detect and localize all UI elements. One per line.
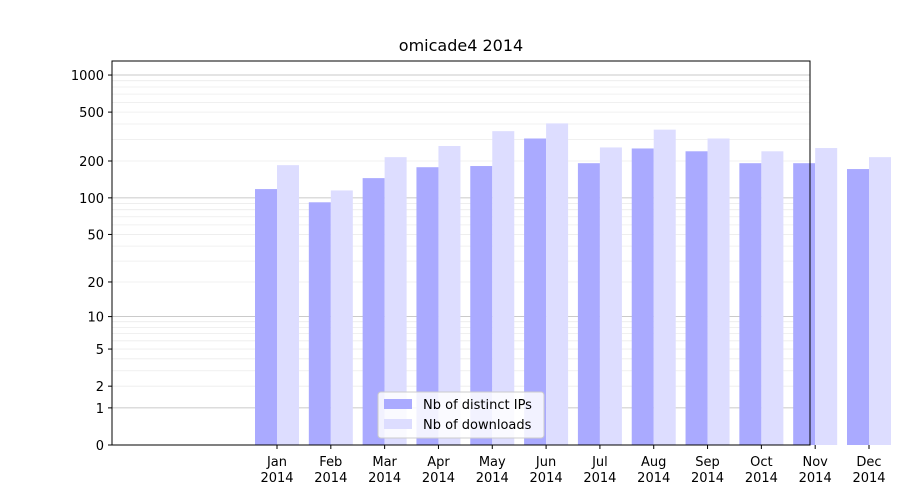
legend-label: Nb of downloads [423, 418, 532, 433]
bar-distinct-ips [847, 169, 869, 446]
x-tick-label-month: Mar [372, 455, 397, 470]
x-tick-label-month: Apr [427, 455, 450, 470]
legend-swatch [384, 419, 412, 429]
x-tick-label-month: May [479, 455, 506, 470]
x-axis: Jan2014Feb2014Mar2014Apr2014May2014Jun20… [260, 445, 886, 486]
bar-distinct-ips [685, 151, 708, 445]
y-tick-label: 20 [87, 276, 104, 291]
y-tick-label: 50 [87, 228, 104, 243]
y-tick-label: 500 [79, 106, 104, 121]
y-tick-label: 100 [79, 192, 104, 207]
x-tick-label-month: Feb [319, 455, 342, 470]
x-tick-label-year: 2014 [260, 471, 293, 486]
bar-downloads [438, 146, 461, 445]
y-tick-label: 0 [96, 439, 104, 454]
bar-downloads [546, 123, 569, 446]
legend-label: Nb of distinct IPs [423, 398, 532, 413]
y-tick-label: 200 [79, 155, 104, 170]
x-tick-label-year: 2014 [368, 471, 401, 486]
x-tick-label-year: 2014 [314, 471, 347, 486]
x-tick-label-month: Sep [695, 455, 720, 470]
x-tick-label-month: Aug [641, 455, 666, 470]
x-tick-label-year: 2014 [799, 471, 832, 486]
chart-title: omicade4 2014 [399, 36, 523, 55]
x-tick-label-year: 2014 [745, 471, 778, 486]
bar-distinct-ips [793, 163, 816, 446]
y-tick-label: 2 [96, 380, 104, 395]
x-tick-label-month: Nov [802, 455, 828, 470]
bar-downloads [492, 131, 515, 446]
plot-frame [111, 60, 811, 446]
bar-distinct-ips [362, 178, 385, 446]
x-tick-label-month: Jan [266, 455, 287, 470]
bar-downloads [869, 157, 891, 445]
bar-downloads [707, 138, 730, 446]
bars [255, 123, 891, 446]
bar-downloads [815, 148, 838, 445]
bar-distinct-ips [255, 189, 277, 445]
bar-distinct-ips [416, 167, 439, 446]
bar-downloads [599, 147, 622, 446]
x-tick-label-year: 2014 [476, 471, 509, 486]
x-tick-label-year: 2014 [530, 471, 563, 486]
x-tick-label-year: 2014 [583, 471, 616, 486]
bar-downloads [330, 190, 353, 445]
bar-distinct-ips [631, 148, 654, 446]
bar-distinct-ips [470, 166, 493, 445]
y-axis: 0 1 2 5 10 20 50 100 200 500 1000 [71, 69, 112, 454]
x-tick-label-year: 2014 [691, 471, 724, 486]
bar-downloads [384, 157, 407, 445]
x-tick-label-month: Oct [750, 455, 772, 470]
legend-swatch [384, 399, 412, 409]
x-tick-label-month: Jul [591, 455, 608, 470]
legend: Nb of distinct IPs Nb of downloads [377, 391, 545, 439]
bar-distinct-ips [524, 138, 547, 446]
x-tick-label-month: Jun [535, 455, 556, 470]
bar-distinct-ips [739, 163, 762, 446]
y-tick-label: 1000 [71, 69, 104, 84]
x-tick-label-year: 2014 [422, 471, 455, 486]
x-tick-label-year: 2014 [852, 471, 885, 486]
x-tick-label-month: Dec [856, 455, 881, 470]
bar-downloads [761, 151, 784, 445]
bar-distinct-ips [308, 202, 331, 445]
y-tick-label: 1 [96, 402, 104, 417]
y-tick-label: 10 [87, 311, 104, 326]
y-tick-label: 5 [96, 343, 104, 358]
bar-downloads [653, 129, 676, 445]
bar-distinct-ips [577, 163, 600, 446]
x-tick-label-year: 2014 [637, 471, 670, 486]
legend-box [377, 391, 545, 439]
bar-downloads [277, 165, 299, 445]
